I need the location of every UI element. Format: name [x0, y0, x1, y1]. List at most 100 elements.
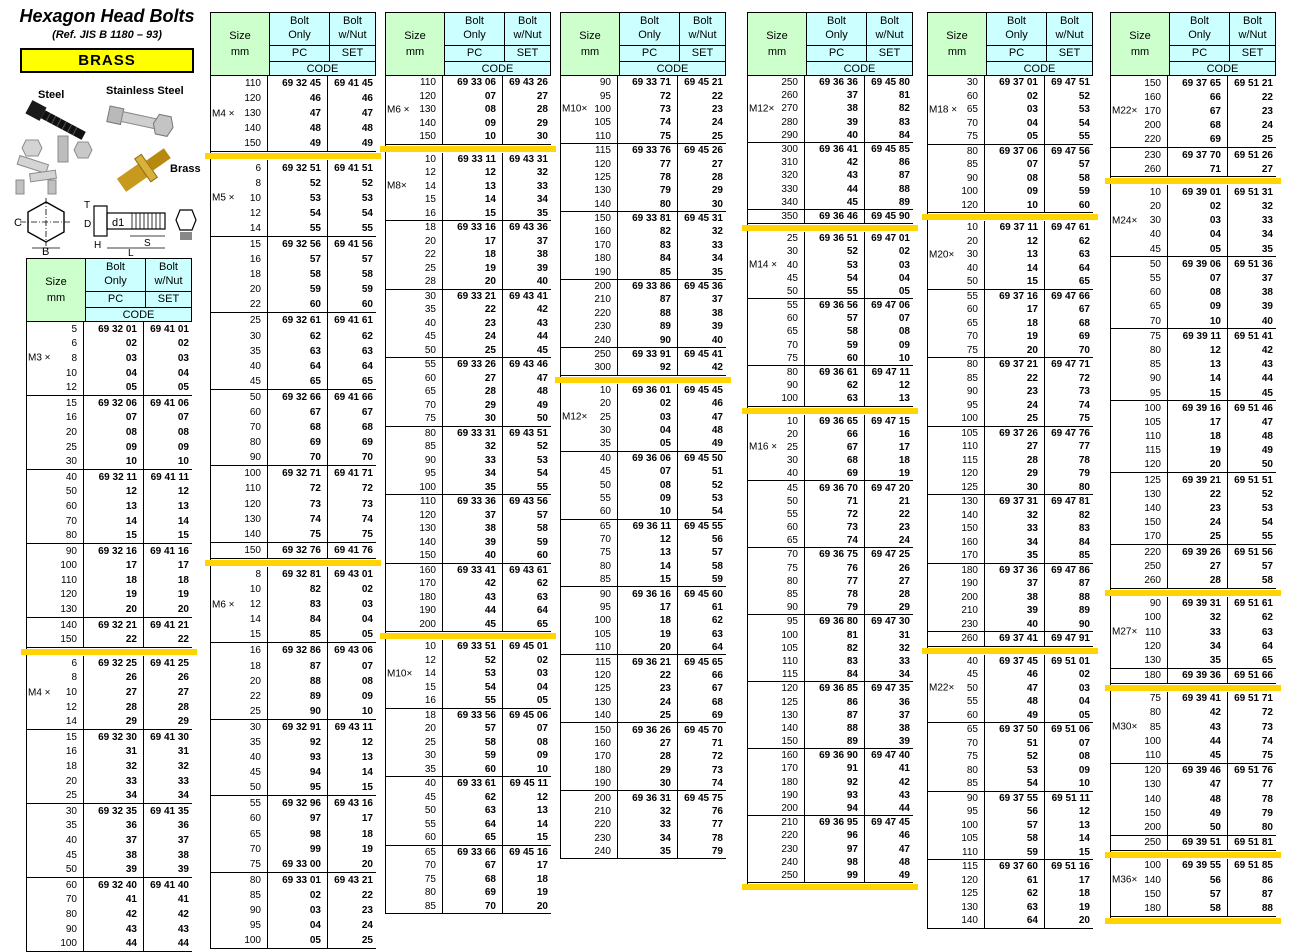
pc-code-cell: 85 — [618, 265, 678, 279]
pc-code-cell: 69 32 76 — [268, 542, 328, 558]
pc-code-cell: 30 — [443, 412, 503, 426]
size-cell: 16 — [27, 744, 84, 760]
set-code-cell: 27 — [711, 158, 723, 170]
code-group: 80 69 37 06 69 47 56 85 07 57 90 08 58 100 09 59 120… — [928, 143, 1093, 212]
size-cell: 55 — [748, 507, 805, 521]
size-cell: 85 — [1111, 357, 1168, 372]
set-code-cell: 69 47 61 — [1051, 222, 1090, 234]
size-cell: 170 — [1111, 529, 1168, 544]
set-code-cell: 61 — [711, 602, 723, 614]
table-row: 125 78 28 — [561, 170, 726, 185]
pc-code-cell: 22 — [1168, 487, 1228, 502]
pc-code-cell: 05 — [268, 933, 328, 949]
code-header: CODE — [445, 62, 550, 75]
pc-code-cell: 71 — [805, 494, 865, 508]
size-cell: 50 — [27, 484, 84, 500]
pc-code-cell: 60 — [268, 297, 328, 313]
table-row: 70 68 68 — [211, 420, 376, 436]
pc-code-cell: 49 — [1168, 806, 1228, 821]
set-code-cell: 09 — [177, 441, 189, 453]
pc-code-cell: 81 — [805, 628, 865, 642]
table-row: 20 66 16 — [748, 427, 913, 441]
size-cell: 60 — [211, 811, 268, 827]
size-cell: 115 — [561, 655, 618, 669]
table-row: 160 69 36 90 69 47 40 — [748, 749, 913, 763]
table-row: 210 39 89 — [928, 604, 1093, 618]
pc-code-cell: 57 — [1168, 887, 1228, 902]
set-unit-header: SET — [1058, 47, 1081, 59]
set-code-cell: 16 — [898, 428, 910, 440]
size-cell: 70 — [386, 398, 443, 412]
unit-header-row: PC SET — [807, 46, 912, 62]
set-code-cell: 62 — [711, 615, 723, 627]
set-code-cell: 31 — [177, 746, 189, 758]
code-group: 180 69 39 36 69 51 66 — [1111, 667, 1276, 683]
table-row: 75 20 70 — [928, 343, 1093, 357]
table-row: 25 69 32 61 69 41 61 — [211, 313, 376, 329]
pc-code-cell: 68 — [268, 420, 328, 436]
size-cell: 140 — [561, 197, 618, 211]
size-cell: 130 — [561, 184, 618, 198]
set-unit-header: SET — [878, 47, 901, 59]
size-cell: 65 — [561, 519, 618, 533]
pc-code-cell: 05 — [985, 130, 1045, 144]
size-label: Size — [45, 275, 67, 288]
set-code-cell: 69 43 51 — [509, 427, 548, 439]
table-row: 16 31 31 — [27, 744, 192, 760]
size-cell: 20 — [928, 234, 985, 248]
pc-code-cell: 69 36 36 — [805, 76, 865, 90]
table-row: 90 70 70 — [211, 450, 376, 466]
size-cell: 130 — [1111, 777, 1168, 792]
pc-code-cell: 24 — [985, 398, 1045, 412]
table-row: 18 69 33 56 69 45 06 — [386, 708, 551, 722]
code-group: 200 69 33 86 69 45 36 210 87 37 220 88 38 230 89 39… — [561, 278, 726, 347]
pc-code-cell: 54 — [985, 777, 1045, 791]
pc-code-cell: 20 — [618, 641, 678, 655]
set-code-cell: 69 41 25 — [150, 657, 189, 669]
size-cell: 75 — [928, 750, 985, 764]
size-cell: 200 — [386, 617, 443, 631]
size-cell: 6 — [211, 160, 268, 176]
table-row: 75 76 26 — [748, 561, 913, 575]
set-code-cell: 69 47 35 — [871, 683, 910, 695]
pc-code-cell: 89 — [268, 688, 328, 704]
pc-code-cell: 08 — [1168, 285, 1228, 300]
size-cell: M10× 14 — [386, 667, 443, 681]
yellow-section-divider — [742, 884, 918, 891]
size-cell: M12× 270 — [748, 102, 805, 116]
set-code-cell: 77 — [1078, 441, 1090, 453]
set-code-cell: 25 — [711, 130, 723, 142]
size-cell: 140 — [27, 617, 84, 633]
table-row: 90 62 12 — [748, 379, 913, 393]
size-cell: 105 — [928, 426, 985, 440]
set-code-cell: 02 — [536, 654, 548, 666]
set-code-cell: 08 — [898, 326, 910, 338]
table-row: M3 × 8 03 03 — [27, 351, 192, 366]
table-row: 210 69 36 95 69 47 45 — [748, 816, 913, 830]
set-code-cell: 54 — [361, 207, 373, 219]
code-group: 110 69 32 45 69 41 45 120 46 46 M4 × 130 47 47 140… — [211, 76, 376, 152]
pc-code-cell: 84 — [618, 252, 678, 266]
set-code-cell: 65 — [1078, 276, 1090, 288]
code-group: 150 69 37 65 69 51 21 160 66 22 M22× 170 67 23 200… — [1111, 76, 1276, 147]
code-headers: Bolt Only Bolt w/Nut PC SET CODE — [807, 13, 912, 75]
size-cell: 300 — [748, 142, 805, 157]
table-row: 85 32 52 — [386, 440, 551, 454]
table-row: 170 25 55 — [1111, 529, 1276, 544]
size-unit-label: mm — [405, 46, 425, 58]
table-row: 12 28 28 — [27, 699, 192, 715]
set-code-cell: 20 — [536, 900, 548, 912]
size-cell: 80 — [748, 574, 805, 588]
set-code-cell: 62 — [361, 330, 373, 342]
set-code-cell: 69 41 40 — [150, 879, 189, 891]
pc-code-cell: 69 39 26 — [1168, 545, 1228, 560]
pc-code-cell: 52 — [985, 750, 1045, 764]
table-row: 25 34 34 — [27, 788, 192, 803]
size-cell: 90 — [386, 453, 443, 467]
table-row: 65 18 68 — [928, 316, 1093, 330]
pc-code-cell: 32 — [1168, 610, 1228, 625]
table-row: 210 87 37 — [561, 293, 726, 307]
bolt-header-row: Bolt Only Bolt w/Nut — [270, 13, 375, 46]
table-row: 60 97 17 — [211, 811, 376, 827]
pc-code-cell: 69 32 40 — [84, 877, 144, 893]
